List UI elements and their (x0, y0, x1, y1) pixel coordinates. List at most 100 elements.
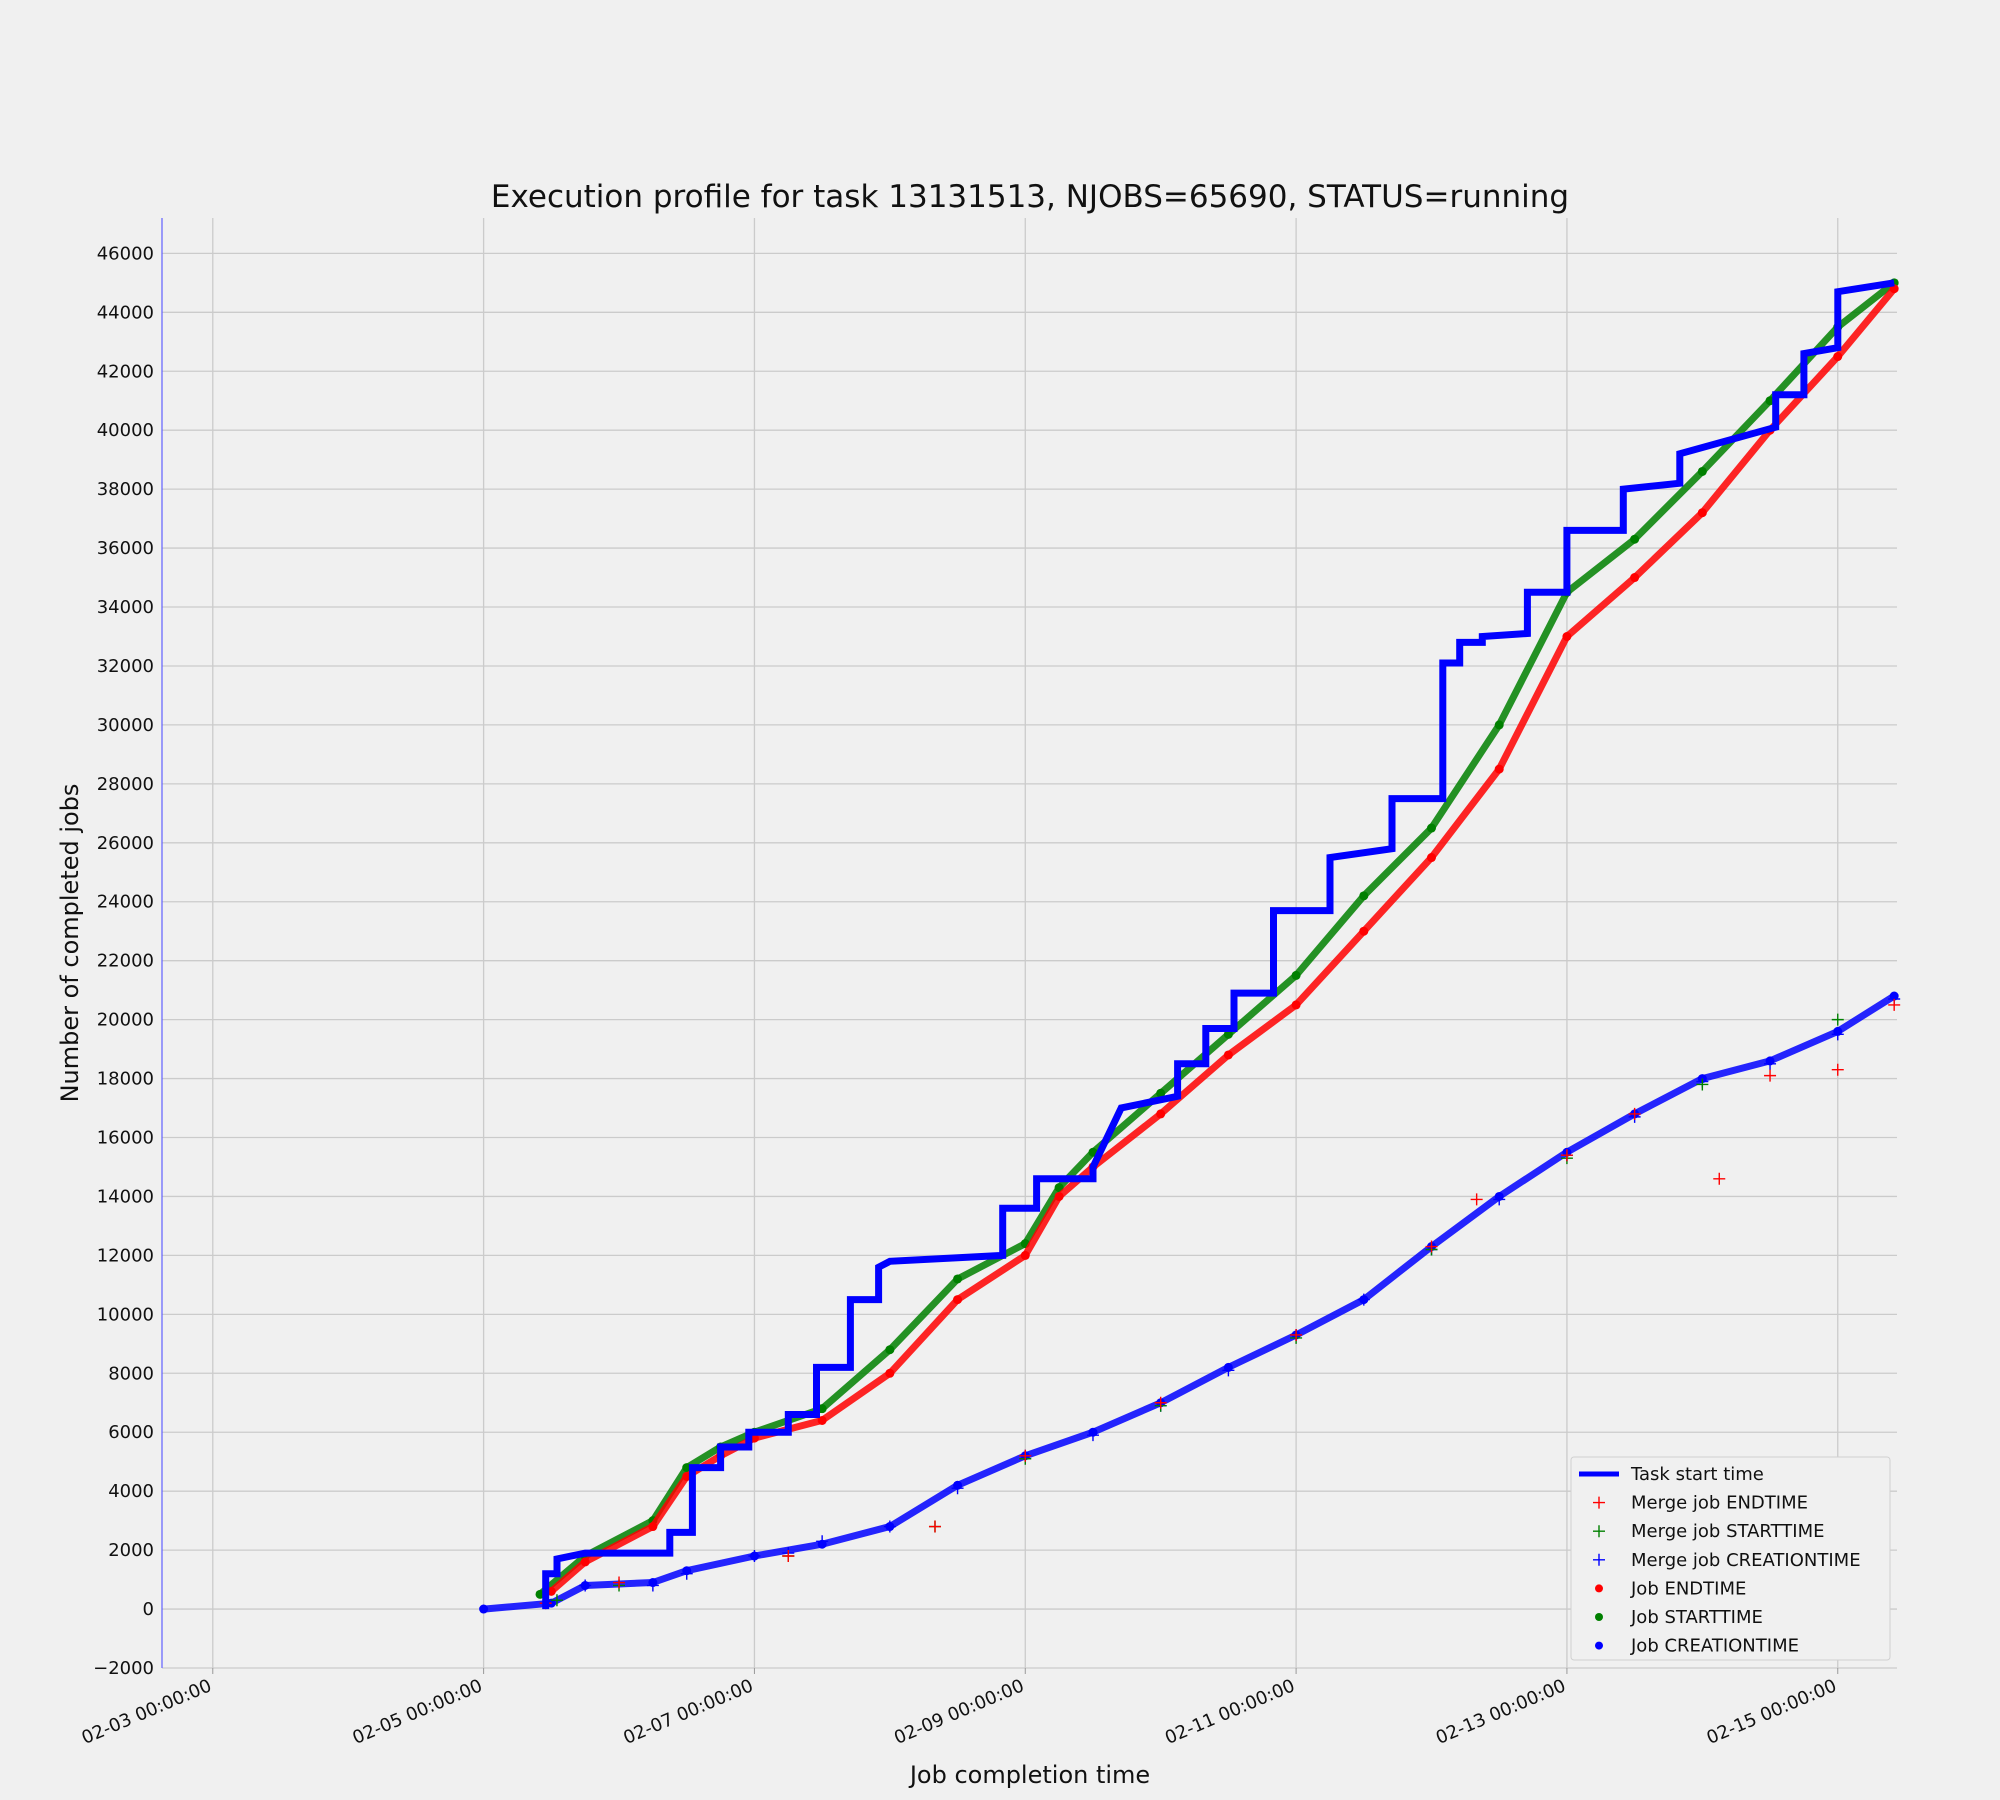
data-point (1223, 1029, 1233, 1039)
data-point (1888, 998, 1901, 1011)
series-trace (547, 285, 1898, 1595)
x-axis-label: Job completion time (908, 1761, 1150, 1789)
y-tick-label: 12000 (97, 1245, 154, 1266)
data-point (579, 1579, 592, 1592)
y-axis-label: Number of completed jobs (56, 784, 84, 1103)
data-point (1697, 466, 1707, 476)
data-point (1831, 1028, 1844, 1041)
data-point (883, 1520, 896, 1533)
y-tick-label: 34000 (97, 597, 154, 618)
y-tick-label: 6000 (108, 1422, 154, 1443)
y-tick-label: 26000 (97, 833, 154, 854)
data-point (1290, 1328, 1303, 1341)
data-point (1833, 352, 1843, 362)
data-point (1494, 764, 1504, 774)
data-point (1291, 970, 1301, 980)
data-point (885, 1368, 895, 1378)
data-point (550, 1594, 563, 1607)
data-point (782, 1550, 795, 1563)
data-point (885, 1345, 895, 1355)
data-point (953, 1274, 963, 1284)
y-tick-label: 20000 (97, 1010, 154, 1031)
y-tick-label: 10000 (97, 1304, 154, 1325)
legend-dot-marker (1595, 1584, 1603, 1593)
y-tick-label: 16000 (97, 1128, 154, 1149)
data-point (1054, 1183, 1064, 1193)
legend: Task start time Merge job ENDTIME Merge jo… (1570, 1456, 1891, 1661)
data-point (1156, 1109, 1166, 1119)
grid-lines (162, 218, 1897, 1674)
legend-plus-marker (1593, 1553, 1605, 1566)
y-tick-label: 0 (143, 1599, 154, 1620)
data-point (1494, 720, 1504, 730)
data-point (1764, 1069, 1777, 1082)
data-point (748, 1550, 761, 1563)
data-point (816, 1535, 829, 1548)
legend-box (1570, 1456, 1891, 1661)
data-point (951, 1482, 964, 1495)
series-trace (536, 279, 1898, 1598)
legend-entry-label: Task start time (1630, 1464, 1764, 1485)
data-point (1223, 1050, 1233, 1060)
data-point (1020, 1250, 1030, 1260)
data-point (817, 1415, 827, 1425)
legend-dot-marker (1595, 1641, 1603, 1650)
data-point (1359, 891, 1369, 901)
data-point (1713, 1172, 1726, 1185)
legend-dot-marker (1595, 1613, 1603, 1621)
data-point (1427, 853, 1437, 863)
data-point (1054, 1191, 1064, 1201)
series-layer (479, 278, 1901, 1614)
data-point (1470, 1193, 1483, 1206)
data-point (1222, 1364, 1235, 1377)
data-point (1427, 823, 1437, 833)
legend-entry-label: Merge job CREATIONTIME (1631, 1550, 1861, 1571)
data-point (613, 1576, 626, 1589)
y-tick-label: 32000 (97, 656, 154, 677)
data-point (1764, 1057, 1777, 1070)
data-point (953, 1295, 963, 1305)
y-tick-label: −2000 (93, 1658, 154, 1679)
y-tick-label: 40000 (97, 420, 154, 441)
y-tick-label: 8000 (108, 1363, 154, 1384)
data-point (648, 1522, 658, 1532)
data-point (1560, 1149, 1573, 1162)
y-tick-label: 18000 (97, 1069, 154, 1090)
y-tick-labels: −2000 0 2000 4000 6000 8000 10000 12000 14000 160… (93, 243, 154, 1679)
data-point (1831, 1013, 1844, 1026)
legend-entry-label: Job CREATIONTIME (1630, 1636, 1799, 1657)
data-point (1357, 1293, 1370, 1306)
y-tick-label: 22000 (97, 951, 154, 972)
data-point (928, 1520, 941, 1533)
data-point (1019, 1449, 1032, 1462)
y-tick-label: 4000 (108, 1481, 154, 1502)
y-tick-label: 14000 (97, 1186, 154, 1207)
data-point (1359, 926, 1369, 936)
y-tick-label: 24000 (97, 892, 154, 913)
y-tick-label: 2000 (108, 1540, 154, 1561)
data-point (1154, 1396, 1167, 1409)
data-point (1562, 631, 1572, 641)
legend-entry-label: Job STARTTIME (1630, 1607, 1763, 1628)
data-point (1493, 1193, 1506, 1206)
task-start-line (542, 279, 1895, 1610)
y-tick-label: 42000 (97, 361, 154, 382)
data-point (479, 1604, 489, 1614)
data-point (1291, 1000, 1301, 1010)
data-point (1696, 1078, 1709, 1091)
legend-plus-marker (1593, 1525, 1605, 1538)
data-point (1425, 1240, 1438, 1253)
y-tick-label: 36000 (97, 538, 154, 559)
y-tick-label: 28000 (97, 774, 154, 795)
data-point (1086, 1429, 1099, 1442)
series-task-start-time (542, 279, 1895, 1610)
data-point (646, 1579, 659, 1592)
y-tick-label: 46000 (97, 243, 154, 264)
legend-plus-marker (1593, 1496, 1605, 1509)
data-point (1697, 508, 1707, 518)
chart-title: Execution profile for task 13131513, NJO… (491, 179, 1569, 215)
y-tick-label: 30000 (97, 715, 154, 736)
y-tick-label: 38000 (97, 479, 154, 500)
data-point (680, 1567, 693, 1580)
